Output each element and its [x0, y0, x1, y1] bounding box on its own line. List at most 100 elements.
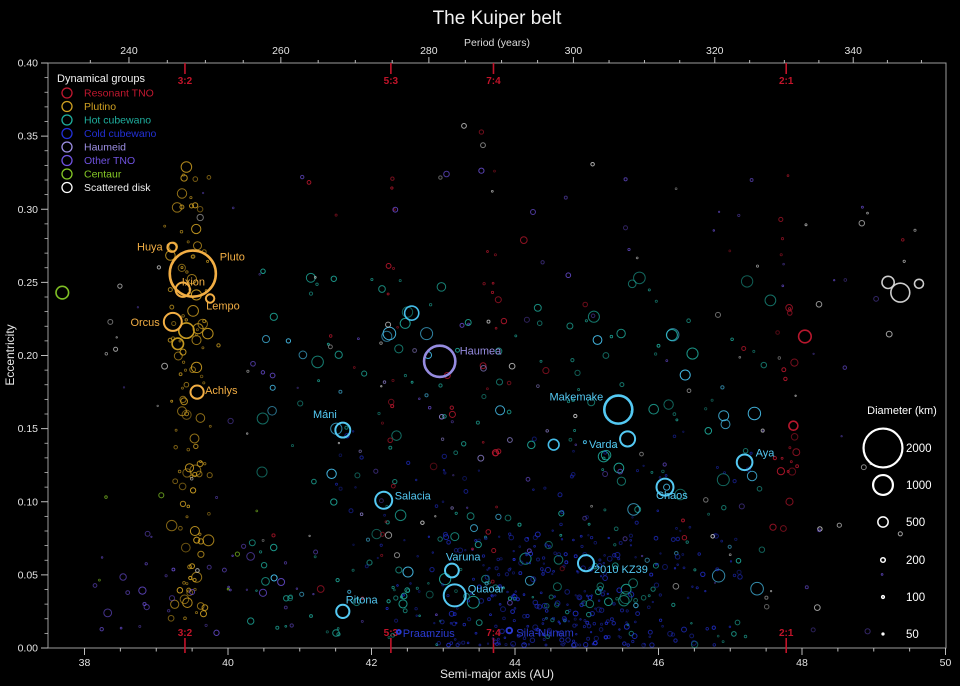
tno-point [371, 528, 382, 540]
tno-point [334, 213, 338, 217]
tno-point [481, 394, 487, 400]
named-object-circle [204, 293, 216, 304]
tno-point [704, 589, 707, 593]
period-tick-label: 340 [844, 45, 862, 57]
tno-point [192, 202, 199, 209]
tno-point [602, 352, 610, 359]
tno-point [494, 624, 498, 628]
tno-point [454, 511, 458, 515]
tno-point [260, 268, 266, 275]
tno-point [475, 619, 483, 626]
tno-point [474, 539, 478, 542]
tno-point [553, 595, 556, 598]
tno-point [742, 448, 749, 454]
tno-point [541, 556, 546, 560]
tno-point [526, 624, 530, 628]
tno-point [736, 569, 742, 575]
tno-point [514, 334, 518, 338]
tno-point [313, 549, 319, 555]
tno-point [189, 464, 202, 477]
tno-point [585, 594, 589, 597]
tno-point [688, 525, 692, 529]
tno-point [705, 627, 709, 631]
y-tick-label: 0.10 [18, 496, 39, 508]
tno-point [177, 263, 186, 272]
tno-point [311, 355, 324, 369]
tno-point [377, 411, 381, 416]
tno-point [679, 529, 682, 532]
tno-point [623, 177, 628, 182]
tno-point [491, 548, 497, 554]
tno-point [508, 532, 512, 536]
tno-point [606, 592, 609, 596]
tno-point [836, 522, 842, 528]
tno-point [122, 386, 126, 389]
tno-point [192, 471, 198, 478]
tno-point [477, 469, 481, 472]
tno-point [571, 642, 577, 648]
tno-point [201, 191, 205, 195]
tno-point [499, 628, 505, 634]
tno-point [433, 621, 436, 625]
tno-point [619, 636, 622, 639]
tno-point [600, 592, 606, 597]
tno-point [442, 531, 448, 537]
tno-point [779, 253, 783, 257]
tno-point [568, 608, 572, 612]
tno-point [712, 229, 716, 232]
tno-point [572, 639, 576, 643]
tno-point [197, 538, 205, 545]
tno-point [403, 374, 407, 378]
tno-point [379, 543, 383, 547]
tno-point [178, 482, 187, 491]
tno-point [840, 435, 843, 438]
tno-point [436, 641, 442, 646]
tno-point [546, 627, 552, 633]
tno-point [667, 630, 673, 637]
period-tick-label: 300 [565, 45, 583, 57]
tno-point [330, 275, 337, 282]
y-tick-label: 0.00 [18, 643, 39, 655]
tno-point [316, 585, 325, 593]
tno-point [415, 478, 418, 482]
tno-point [622, 641, 627, 646]
tno-point [186, 589, 194, 597]
tno-point [538, 633, 542, 637]
tno-point [449, 558, 452, 561]
tno-point [617, 468, 624, 475]
y-axis-title: Eccentricity [3, 324, 17, 385]
tno-point [723, 471, 726, 475]
object-label: Pluto [220, 252, 245, 264]
tno-point [619, 608, 625, 613]
tno-point [143, 604, 150, 611]
tno-point [534, 603, 540, 609]
tno-point [495, 378, 504, 386]
tno-point [622, 225, 629, 231]
tno-point [457, 547, 464, 554]
tno-point [466, 599, 471, 603]
tno-point [769, 589, 773, 593]
tno-point [156, 404, 159, 408]
tno-point [168, 595, 176, 602]
tno-point [326, 342, 330, 346]
tno-point [446, 594, 450, 598]
tno-point [299, 591, 305, 597]
tno-point [656, 562, 659, 566]
tno-point [609, 617, 614, 622]
tno-point [786, 469, 790, 473]
tno-point [673, 567, 677, 570]
tno-point [686, 347, 699, 360]
tno-point [441, 583, 445, 587]
tno-point [396, 325, 399, 329]
tno-point [590, 504, 593, 508]
tno-point [789, 460, 793, 464]
tno-point [393, 595, 399, 601]
tno-point [420, 327, 434, 341]
diameter-legend-circle [879, 556, 887, 564]
tno-point [717, 210, 721, 213]
tno-point [533, 303, 542, 312]
tno-point [496, 637, 500, 641]
tno-point [385, 262, 392, 269]
tno-point [564, 609, 570, 615]
tno-point [448, 410, 456, 418]
